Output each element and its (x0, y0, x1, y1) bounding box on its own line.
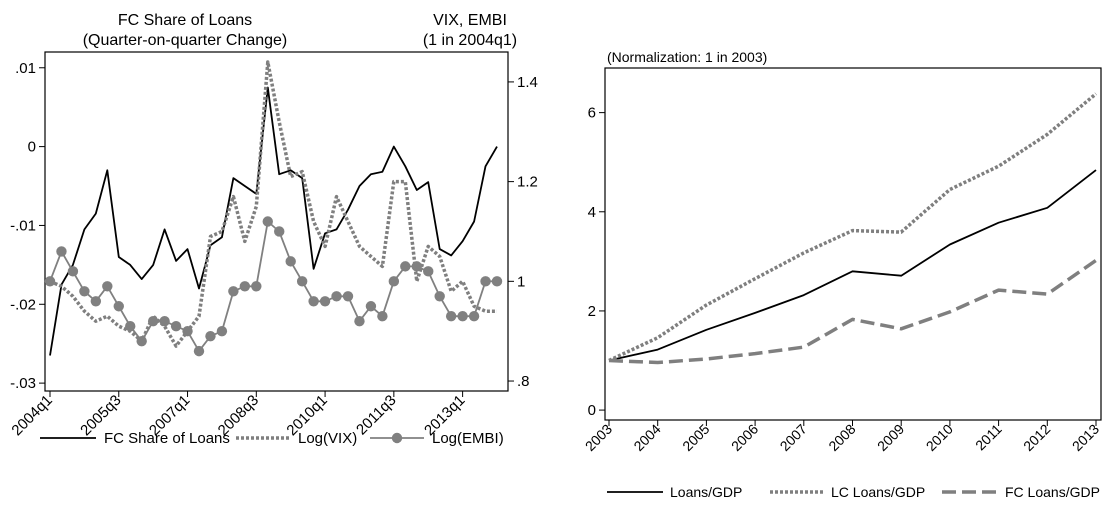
series-log-embi-line (49, 220, 497, 353)
left-y-tick-label: 0 (28, 139, 36, 156)
left-y-tick-label: .01 (15, 60, 36, 77)
series-log-embi-point (216, 325, 228, 337)
series-log-embi-point (400, 261, 411, 272)
series-log-embi-point (434, 291, 445, 302)
series-log-embi-point (44, 276, 56, 287)
series-log-embi-point (296, 276, 308, 287)
legend-label-fc-share-of-loans: FC Share of Loans (104, 430, 230, 447)
right-chart-y-tick-label: 0 (588, 402, 596, 419)
series-log-embi-point (136, 335, 147, 347)
series-log-embi-point (480, 276, 491, 287)
left-plot-frame (44, 51, 509, 392)
series-log-embi-point (182, 325, 193, 337)
right-chart-x-tick-label: 2012 (1020, 421, 1053, 454)
right-chart-x-tick-label: 2013 (1069, 421, 1102, 454)
left-series (44, 60, 503, 357)
right-axis-title-line1: VIX, EMBI (433, 12, 507, 29)
legend-label-loans-gdp: Loans/GDP (670, 484, 742, 500)
series-log-embi-point (251, 281, 262, 292)
right-chart-x-tick-label: 2005 (679, 421, 712, 454)
series-log-embi-point (445, 311, 457, 322)
series-log-embi-point (56, 246, 67, 257)
left-chart: FC Share of Loans (Quarter-on-quarter Ch… (8, 12, 537, 447)
right-title: (Normalization: 1 in 2003) (607, 49, 767, 65)
right-chart-x-tick-label: 2011 (972, 421, 1005, 454)
right-chart-legend: Loans/GDP LC Loans/GDP FC Loans/GDP (607, 484, 1100, 500)
series-log-embi-point (365, 301, 377, 312)
right-chart: (Normalization: 1 in 2003) 0 2 4 6 2003 2004… (582, 49, 1102, 500)
series-log-vix-line (49, 60, 497, 348)
left-x-axis: 2004q1 2005q3 2007q1 2008q3 2010q1 2011q3 2013… (8, 391, 468, 439)
right-chart-x-axis: 2003 2004 2005 2006 2007 2008 2009 2010 2011 2012… (582, 420, 1102, 454)
right-chart-x-tick-label: 2003 (582, 421, 615, 454)
series-log-embi-point (308, 296, 319, 307)
series-log-embi-point (228, 286, 239, 297)
left-y-axis: -.03 -.02 -.01 0 .01 (10, 60, 45, 392)
series-log-embi-point (239, 281, 251, 292)
legend-label-log-vix: Log(VIX) (298, 430, 357, 447)
right-chart-y-axis: 0 2 4 6 (588, 105, 605, 419)
right-chart-x-tick-label: 2009 (874, 421, 907, 454)
right-chart-y-tick-label: 4 (588, 204, 596, 221)
series-log-embi-point (377, 311, 388, 322)
left-x-tick-label: 2011q3 (353, 392, 400, 439)
right-y-tick-label: .8 (517, 373, 530, 390)
left-y-tick-label: -.01 (10, 217, 36, 234)
series-log-embi-point (205, 330, 216, 342)
series-fc-loans-gdp-line (608, 258, 1097, 365)
right-chart-x-tick-label: 2008 (825, 421, 858, 454)
right-axis-title-line2: (1 in 2004q1) (423, 32, 517, 49)
series-log-embi-point (193, 345, 205, 357)
right-chart-y-tick-label: 6 (588, 105, 596, 122)
series-lc-loans-gdp-line (608, 92, 1098, 363)
right-y-tick-label: 1 (517, 273, 525, 290)
right-chart-y-tick-label: 2 (588, 303, 596, 320)
series-log-embi-point (331, 291, 342, 302)
series-log-embi-point (113, 301, 124, 312)
series-log-embi-point (285, 256, 296, 267)
series-loans-gdp-line (608, 169, 1097, 362)
series-log-embi-point (147, 316, 159, 327)
series-log-embi-point (491, 276, 503, 287)
series-log-embi-point (67, 266, 79, 277)
left-title-line2: (Quarter-on-quarter Change) (83, 32, 288, 49)
right-chart-x-tick-label: 2010 (923, 421, 956, 454)
series-log-embi-point (90, 296, 102, 307)
series-log-embi-point (262, 216, 273, 227)
legend-label-fc-loans-gdp: FC Loans/GDP (1005, 484, 1100, 500)
left-x-tick-label: 2004q1 (8, 392, 55, 439)
left-y-tick-label: -.03 (10, 375, 36, 392)
right-y-axis: .8 1 1.2 1.4 (508, 74, 538, 390)
series-fc-share-of-loans-line (49, 86, 498, 356)
series-log-embi-point (170, 320, 182, 332)
series-log-embi-point (423, 266, 434, 277)
right-chart-x-tick-label: 2007 (777, 421, 810, 454)
legend-marker-log-embi (391, 432, 403, 444)
series-log-embi-point (319, 296, 331, 307)
right-chart-x-tick-label: 2006 (728, 421, 761, 454)
right-chart-x-tick-label: 2004 (630, 421, 663, 454)
right-y-tick-label: 1.2 (517, 174, 538, 191)
series-log-embi-point (468, 311, 480, 322)
series-log-embi-point (411, 261, 422, 272)
series-log-embi-point (159, 316, 170, 327)
series-log-embi-point (102, 281, 113, 292)
legend-label-lc-loans-gdp: LC Loans/GDP (831, 484, 925, 500)
series-log-embi-point (125, 320, 136, 332)
series-log-embi-point (388, 276, 400, 287)
left-title-line1: FC Share of Loans (118, 12, 252, 29)
series-log-embi-point (79, 286, 90, 297)
left-legend: FC Share of Loans Log(VIX) Log(EMBI) (40, 430, 504, 447)
right-plot-frame (604, 67, 1102, 421)
series-log-embi-point (354, 316, 365, 327)
right-chart-series (608, 92, 1098, 365)
right-y-tick-label: 1.4 (517, 74, 538, 91)
legend-label-log-embi: Log(EMBI) (432, 430, 504, 447)
left-y-tick-label: -.02 (10, 296, 36, 313)
series-log-embi-point (457, 311, 468, 322)
series-log-embi-point (274, 226, 285, 237)
series-log-embi-point (342, 291, 354, 302)
